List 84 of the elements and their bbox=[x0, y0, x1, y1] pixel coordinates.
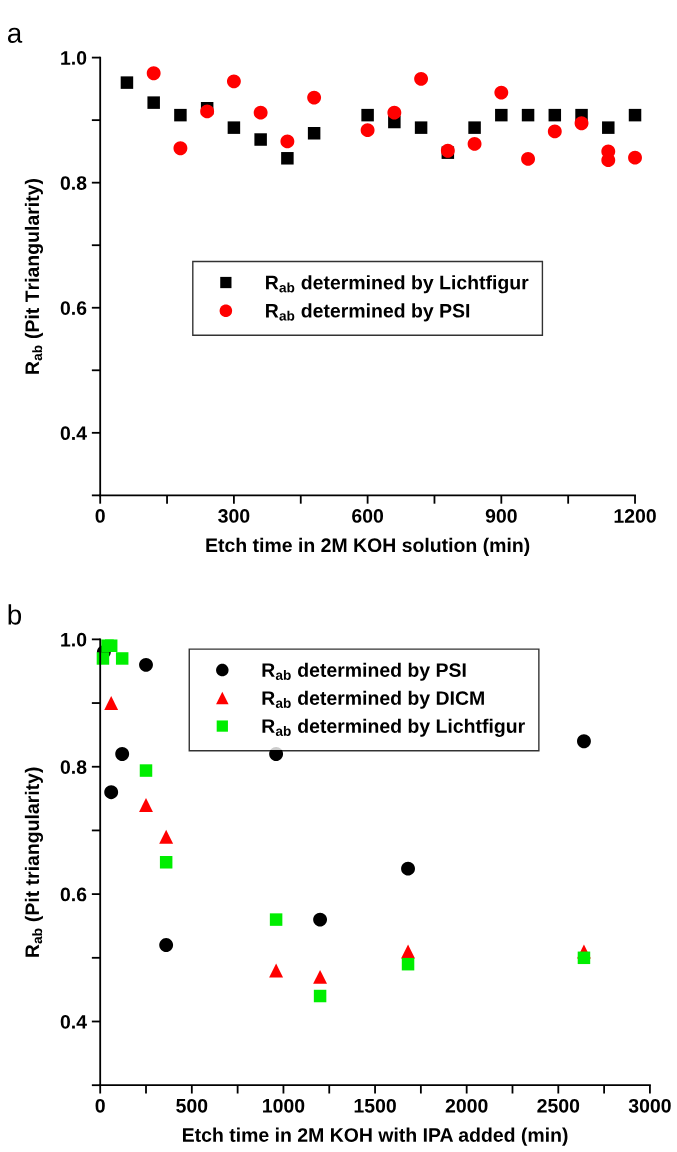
point bbox=[547, 124, 562, 139]
point bbox=[521, 108, 535, 122]
point bbox=[227, 121, 241, 134]
point bbox=[139, 764, 153, 777]
point bbox=[307, 90, 322, 105]
point bbox=[307, 127, 321, 140]
point bbox=[159, 856, 173, 869]
point bbox=[521, 151, 535, 166]
x-tick-label: 300 bbox=[218, 509, 250, 523]
point bbox=[146, 66, 161, 81]
point bbox=[360, 123, 375, 138]
point bbox=[401, 957, 415, 971]
point bbox=[280, 134, 295, 149]
point bbox=[401, 861, 415, 876]
x-tick-label: 2500 bbox=[537, 1098, 580, 1113]
chart-title: a bbox=[7, 27, 23, 43]
point bbox=[494, 85, 509, 100]
x-tick-label: 1000 bbox=[263, 1098, 305, 1113]
point bbox=[253, 105, 268, 120]
y-tick-label: 1.0 bbox=[61, 51, 87, 65]
x-tick-label: 500 bbox=[176, 1098, 208, 1113]
legend-label: R$_{ab}$ determined by Lichtfigur bbox=[266, 275, 529, 294]
y-tick-label: 0.6 bbox=[60, 301, 87, 315]
x-tick-label: 0 bbox=[95, 1098, 105, 1113]
point bbox=[401, 944, 415, 959]
x-tick-label: 0 bbox=[95, 509, 105, 523]
point bbox=[361, 108, 374, 122]
y-tick-label: 0.8 bbox=[60, 176, 87, 190]
point bbox=[269, 963, 284, 978]
point bbox=[115, 652, 129, 665]
point bbox=[602, 121, 615, 134]
point bbox=[104, 785, 119, 800]
y-axis-title: R$_{ab}$ (Pit triangularity) bbox=[24, 767, 44, 957]
chart-title: b bbox=[8, 604, 22, 625]
point bbox=[115, 747, 130, 761]
x-axis-title: Etch time in 2M KOH with IPA added (min) bbox=[183, 1127, 568, 1146]
point bbox=[104, 639, 118, 652]
legend-label: R$_{ab}$ determined by PSI bbox=[262, 662, 466, 681]
point bbox=[628, 108, 642, 122]
y-tick-label: 0.4 bbox=[60, 1014, 87, 1029]
point bbox=[159, 829, 174, 844]
point bbox=[414, 121, 428, 134]
y-tick-label: 0.4 bbox=[60, 426, 87, 441]
point bbox=[574, 116, 589, 131]
legend-label: R$_{ab}$ determined by PSI bbox=[266, 303, 470, 322]
x-tick-label: 3000 bbox=[628, 1098, 671, 1113]
point bbox=[147, 96, 160, 109]
point bbox=[269, 913, 283, 926]
point bbox=[313, 969, 328, 984]
point bbox=[313, 989, 327, 1003]
point bbox=[139, 657, 153, 672]
x-tick-label: 900 bbox=[485, 509, 517, 523]
point bbox=[577, 734, 591, 749]
legend-label: R$_{ab}$ determined by Lichtfigur bbox=[262, 718, 525, 737]
point bbox=[200, 104, 215, 119]
y-tick-label: 0.6 bbox=[60, 887, 87, 902]
x-axis-title: Etch time in 2M KOH solution (min) bbox=[206, 537, 530, 556]
point bbox=[254, 133, 267, 146]
x-tick-label: 1500 bbox=[354, 1098, 396, 1113]
x-tick-label: 2000 bbox=[445, 1098, 488, 1113]
point bbox=[104, 696, 119, 710]
point bbox=[313, 912, 328, 927]
point bbox=[601, 153, 616, 168]
point bbox=[387, 105, 402, 120]
y-tick-label: 1.0 bbox=[61, 632, 87, 647]
x-tick-label: 1200 bbox=[614, 509, 656, 523]
x-tick-label: 600 bbox=[352, 509, 384, 523]
point bbox=[173, 141, 188, 156]
point bbox=[468, 121, 481, 134]
point bbox=[174, 108, 187, 122]
y-tick-label: 0.8 bbox=[60, 760, 87, 774]
point bbox=[281, 152, 294, 165]
point bbox=[139, 798, 153, 812]
point bbox=[120, 76, 134, 89]
point bbox=[414, 71, 429, 86]
point bbox=[577, 951, 591, 965]
point bbox=[628, 150, 642, 165]
point bbox=[467, 136, 482, 151]
legend-label: R$_{ab}$ determined by DICM bbox=[262, 690, 484, 709]
point bbox=[548, 108, 562, 122]
y-axis-title: R$_{ab}$ (Pit Triangularity) bbox=[24, 179, 44, 374]
point bbox=[226, 74, 241, 89]
point bbox=[159, 938, 174, 953]
point bbox=[495, 108, 508, 122]
